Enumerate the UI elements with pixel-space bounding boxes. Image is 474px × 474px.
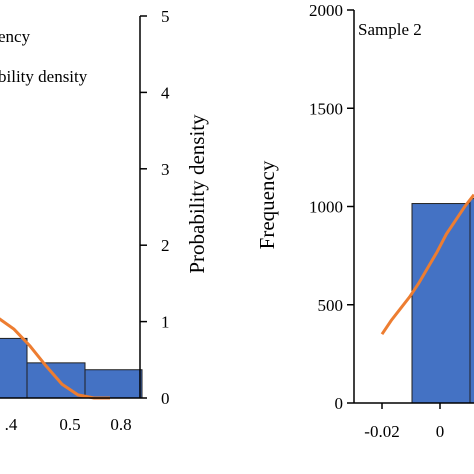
right-y-tick-label: 1000 bbox=[309, 198, 343, 217]
right-bars bbox=[411, 198, 474, 404]
right-y-ticks: 0 500 1000 1500 2000 bbox=[309, 1, 354, 413]
right-y-tick-label: 1500 bbox=[309, 99, 343, 118]
right-x-ticks: -0.02 0 bbox=[364, 403, 444, 441]
right-y-tick-label: 0 bbox=[335, 394, 344, 413]
left-panel: 0 1 2 3 4 5 .4 0.5 0.8 ency bility density Prob… bbox=[0, 7, 209, 434]
right-y-tick-label: 2000 bbox=[309, 1, 343, 20]
left-bar bbox=[0, 337, 28, 399]
left-legend-frequency: ency bbox=[0, 27, 31, 46]
left-y2-tick-label: 0 bbox=[161, 389, 170, 408]
right-x-tick-label: -0.02 bbox=[364, 422, 399, 441]
left-y2-tick-label: 3 bbox=[161, 160, 170, 179]
right-x-tick-label: 0 bbox=[436, 422, 445, 441]
left-x-ticks: .4 0.5 0.8 bbox=[5, 415, 132, 434]
left-y2-tick-label: 4 bbox=[161, 83, 170, 102]
left-y2-axis-title: Probability density bbox=[185, 114, 209, 274]
left-legend-density: bility density bbox=[0, 67, 88, 86]
left-y2-ticks: 0 1 2 3 4 5 bbox=[140, 7, 170, 408]
left-bar bbox=[84, 369, 143, 399]
right-panel: 0 500 1000 1500 2000 -0.02 0 Sample 2 Frequen… bbox=[255, 1, 474, 441]
right-bar bbox=[469, 198, 474, 404]
right-density-curve bbox=[380, 193, 474, 336]
left-y2-tick-label: 2 bbox=[161, 236, 170, 255]
right-bar bbox=[411, 203, 471, 404]
left-y2-tick-label: 1 bbox=[161, 313, 170, 332]
right-y-axis-title: Frequency bbox=[255, 160, 279, 249]
left-x-tick-label: 0.5 bbox=[59, 415, 80, 434]
left-x-tick-label: .4 bbox=[5, 415, 18, 434]
right-panel-title: Sample 2 bbox=[358, 20, 422, 39]
left-x-tick-label: 0.8 bbox=[110, 415, 131, 434]
right-y-tick-label: 500 bbox=[318, 296, 344, 315]
left-y2-tick-label: 5 bbox=[161, 7, 170, 26]
